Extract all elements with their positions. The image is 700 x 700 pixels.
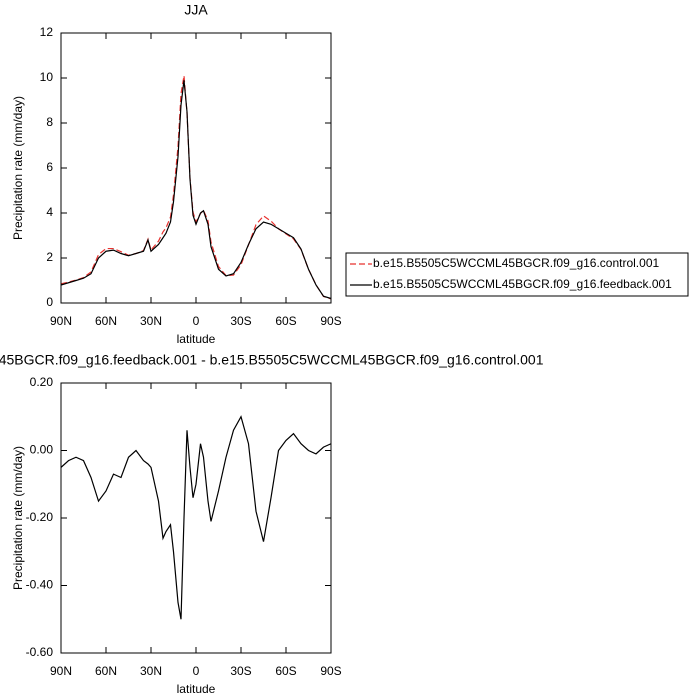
y-tick-label: 8	[46, 115, 53, 129]
y-tick-label: -0.60	[26, 645, 54, 659]
legend-label: b.e15.B5505C5WCCML45BGCR.f09_g16.feedbac…	[373, 277, 672, 291]
chart-title: JJA	[184, 2, 208, 18]
y-tick-label: 10	[40, 70, 54, 84]
y-tick-label: 0	[46, 295, 53, 309]
chart-title: b.e15.B5505C5WCCML45BGCR.f09_g16.feedbac…	[0, 352, 544, 368]
x-tick-label: 60N	[95, 664, 117, 678]
x-tick-label: 30N	[140, 664, 162, 678]
x-tick-label: 60S	[275, 314, 296, 328]
plot-frame	[60, 382, 332, 654]
y-axis-label: Precipitation rate (mm/day)	[11, 96, 25, 240]
y-tick-label: 4	[46, 205, 53, 219]
x-tick-label: 60N	[95, 314, 117, 328]
y-axis-label: Precipitation rate (mm/day)	[11, 446, 25, 590]
y-tick-label: -0.40	[26, 578, 54, 592]
panel: b.e15.B5505C5WCCML45BGCR.f09_g16.feedbac…	[0, 352, 544, 696]
panel: JJA latitude Precipitation rate (mm/day) 0 2…	[11, 2, 689, 346]
legend-box	[345, 252, 689, 297]
x-tick-label: 0	[193, 664, 200, 678]
data-line	[60, 75, 332, 300]
data-line	[60, 415, 332, 620]
legend: b.e15.B5505C5WCCML45BGCR.f09_g16.control…	[345, 252, 689, 297]
x-tick-label: 90S	[320, 664, 341, 678]
x-tick-label: 30N	[140, 314, 162, 328]
y-tick-label: -0.20	[26, 510, 54, 524]
x-tick-label: 60S	[275, 664, 296, 678]
x-tick-label: 30S	[230, 664, 251, 678]
x-axis-label: latitude	[177, 682, 216, 696]
x-tick-label: 90S	[320, 314, 341, 328]
x-axis-label: latitude	[177, 332, 216, 346]
legend-label: b.e15.B5505C5WCCML45BGCR.f09_g16.control…	[373, 256, 659, 270]
y-tick-label: 12	[40, 25, 54, 39]
y-tick-label: 6	[46, 160, 53, 174]
y-tick-label: 2	[46, 250, 53, 264]
x-tick-label: 90N	[50, 314, 72, 328]
plot-frame	[60, 32, 332, 304]
x-tick-label: 0	[193, 314, 200, 328]
y-tick-label: 0.20	[30, 375, 54, 389]
x-tick-label: 90N	[50, 664, 72, 678]
y-tick-label: 0.00	[30, 443, 54, 457]
data-line	[60, 80, 332, 300]
x-tick-label: 30S	[230, 314, 251, 328]
